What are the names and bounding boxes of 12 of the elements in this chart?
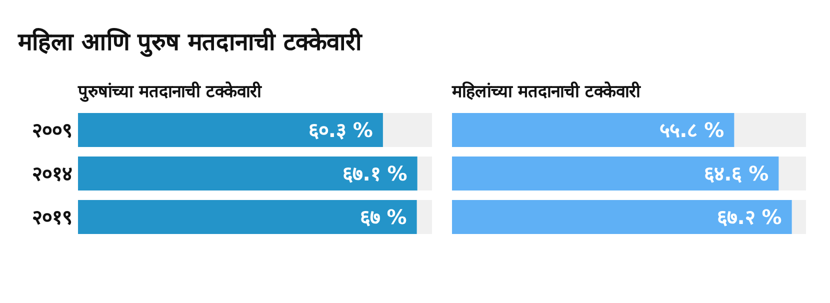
chart-title: महिला आणि पुरुष मतदानाची टक्केवारी xyxy=(17,28,362,57)
data-label: ६७.२ % xyxy=(717,205,782,229)
y-tick-label: २०१९ xyxy=(32,205,72,229)
data-label: ६४.६ % xyxy=(704,162,769,186)
y-tick-label: २०१४ xyxy=(32,162,72,186)
data-label: ५५.८ % xyxy=(660,118,724,142)
data-label: ६७.१ % xyxy=(342,162,408,186)
chart-subtitle: महिलांच्या मतदानाची टक्केवारी xyxy=(451,81,641,102)
chart-subtitle: पुरुषांच्या मतदानाची टक्केवारी xyxy=(77,81,262,102)
data-label: ६७ % xyxy=(360,205,407,229)
data-label: ६०.३ % xyxy=(308,118,373,142)
y-tick-label: २००९ xyxy=(32,118,72,142)
